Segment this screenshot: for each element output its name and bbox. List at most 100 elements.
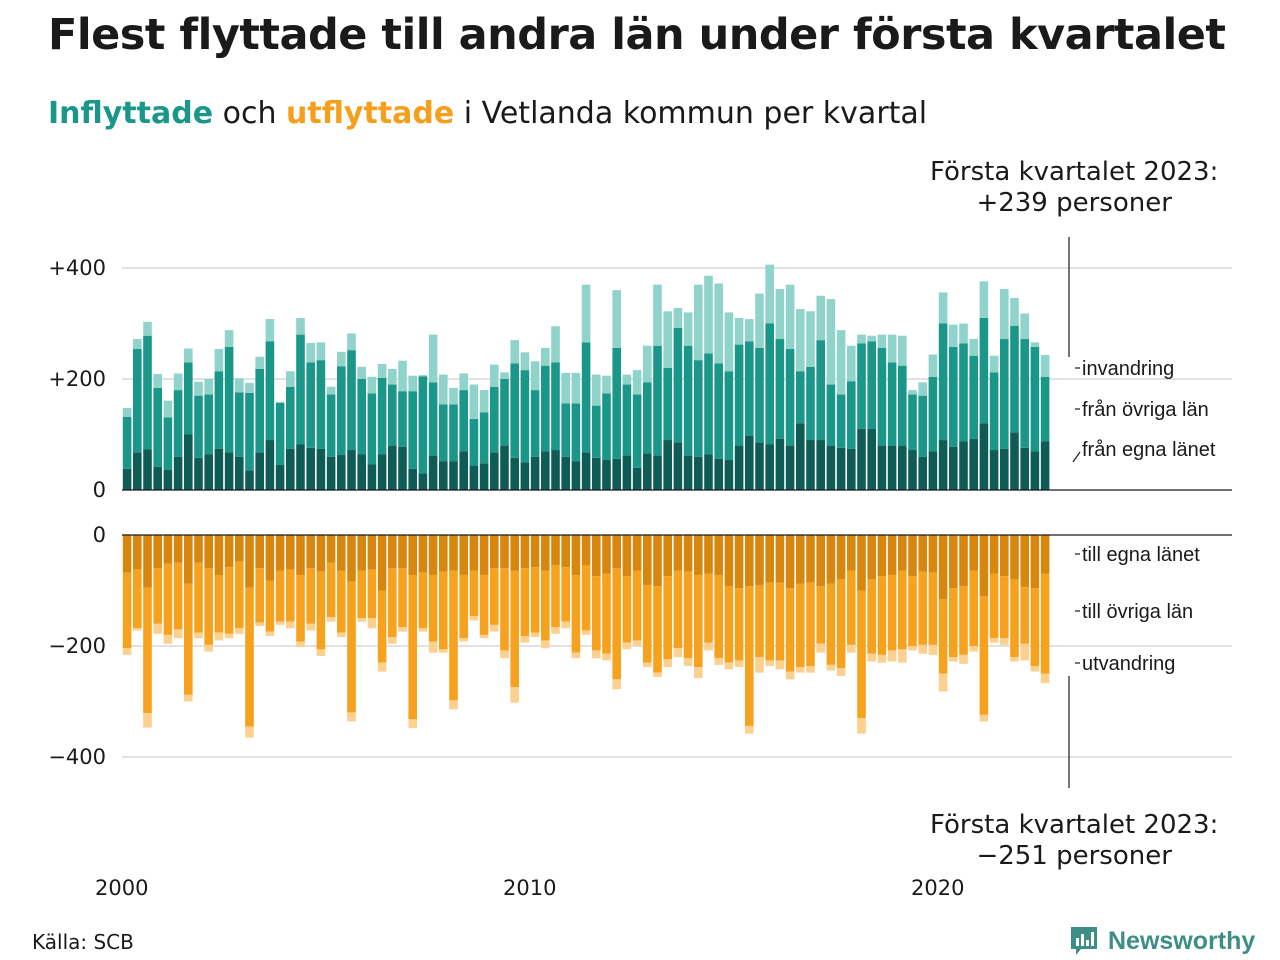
bar-out-0-39: [520, 535, 530, 569]
bar-in-2-79: [928, 354, 938, 377]
bar-in-1-46: [592, 405, 601, 458]
bar-out-0-73: [867, 535, 876, 580]
bar-out-1-89: [1030, 588, 1040, 666]
bar-out-0-57: [704, 535, 713, 574]
bar-in-2-36: [490, 364, 499, 387]
bar-in-2-73: [867, 335, 876, 342]
bar-in-0-44: [571, 461, 581, 490]
bar-out-2-17: [296, 641, 305, 648]
bar-in-2-85: [989, 355, 999, 373]
bar-out-0-86: [1000, 535, 1009, 577]
bar-out-0-26: [388, 535, 397, 569]
bar-in-1-20: [326, 394, 336, 457]
bar-out-1-17: [296, 574, 305, 642]
bar-in-0-75: [887, 445, 897, 490]
bar-in-2-82: [959, 323, 968, 344]
bar-out-2-90: [1040, 673, 1050, 684]
bar-in-0-52: [653, 455, 662, 490]
bar-in-0-64: [775, 438, 785, 490]
bar-out-1-29: [418, 572, 428, 629]
bar-out-2-66: [796, 667, 805, 673]
bar-out-1-63: [765, 582, 774, 661]
bar-in-0-43: [561, 456, 570, 490]
bar-in-1-38: [510, 363, 519, 458]
bar-out-1-67: [806, 582, 815, 666]
bar-in-2-40: [530, 361, 540, 391]
bar-in-1-44: [571, 403, 581, 462]
bar-out-2-40: [530, 632, 540, 638]
bar-out-2-89: [1030, 665, 1040, 672]
bar-out-2-70: [836, 668, 846, 676]
bar-in-0-74: [877, 445, 887, 490]
bar-in-1-71: [847, 381, 856, 449]
bar-out-2-12: [245, 726, 254, 738]
bar-in-2-17: [296, 317, 305, 335]
bar-in-0-10: [224, 452, 234, 490]
bar-out-0-67: [806, 535, 815, 583]
bar-in-2-59: [724, 312, 734, 372]
bar-in-2-8: [204, 379, 213, 395]
bar-in-0-60: [734, 445, 744, 490]
bar-in-1-27: [398, 391, 407, 447]
bar-in-2-42: [551, 326, 560, 363]
bar-out-2-0: [122, 648, 132, 655]
bar-out-0-53: [663, 535, 672, 577]
bar-out-2-39: [520, 636, 530, 643]
bar-out-2-4: [163, 634, 173, 644]
bar-out-0-4: [163, 535, 173, 564]
bar-out-0-7: [194, 535, 203, 563]
bar-in-1-66: [796, 371, 805, 424]
bar-out-2-45: [581, 630, 591, 635]
source-note: Källa: SCB: [32, 930, 134, 954]
bar-in-0-80: [938, 440, 948, 490]
bar-out-1-78: [918, 571, 927, 645]
bar-in-0-89: [1030, 451, 1040, 490]
bar-out-0-18: [306, 535, 315, 569]
bar-out-2-82: [959, 654, 968, 664]
bar-in-0-84: [979, 423, 989, 490]
bar-in-0-55: [683, 455, 693, 490]
ytick-bottom-200: −200: [48, 634, 106, 658]
bar-out-1-2: [143, 587, 152, 714]
bar-in-0-62: [755, 442, 764, 490]
bar-in-2-18: [306, 342, 315, 363]
bar-in-1-87: [1010, 325, 1019, 433]
bar-in-2-51: [643, 345, 652, 383]
bar-out-2-54: [673, 648, 683, 658]
bar-in-1-49: [622, 384, 632, 456]
bar-out-2-2: [143, 713, 152, 728]
bar-in-2-55: [683, 312, 693, 346]
bar-in-1-29: [418, 376, 428, 474]
bar-in-1-36: [490, 386, 499, 453]
bar-in-0-71: [847, 448, 856, 490]
bar-out-1-16: [286, 569, 295, 622]
bar-in-0-61: [745, 435, 754, 490]
bar-out-1-68: [816, 586, 825, 644]
bar-out-2-3: [153, 623, 162, 634]
bar-out-1-76: [898, 570, 907, 650]
bar-out-1-32: [449, 570, 458, 701]
bar-in-1-59: [724, 371, 734, 461]
bar-out-2-15: [275, 621, 285, 625]
subtitle-connector: och: [213, 96, 286, 131]
bar-out-2-74: [877, 654, 887, 663]
bar-out-2-72: [857, 718, 866, 734]
bar-in-0-87: [1010, 432, 1019, 490]
bar-in-2-3: [153, 374, 162, 388]
bar-in-2-62: [755, 293, 764, 348]
bar-out-2-33: [459, 638, 468, 642]
bar-in-1-0: [122, 416, 132, 469]
bar-out-1-9: [214, 574, 224, 633]
bar-out-2-75: [887, 650, 897, 662]
label-invandring: invandring: [1082, 358, 1174, 380]
bar-out-1-52: [653, 586, 662, 673]
bar-out-1-87: [1010, 579, 1019, 658]
bars-inflyttade: [122, 264, 1050, 491]
bar-out-1-7: [194, 562, 203, 633]
bar-out-2-60: [734, 660, 744, 668]
bar-out-0-74: [877, 535, 887, 577]
bar-in-1-4: [163, 417, 173, 471]
bar-in-0-35: [479, 463, 489, 490]
bar-out-0-14: [265, 535, 275, 581]
bar-in-2-87: [1010, 297, 1019, 326]
